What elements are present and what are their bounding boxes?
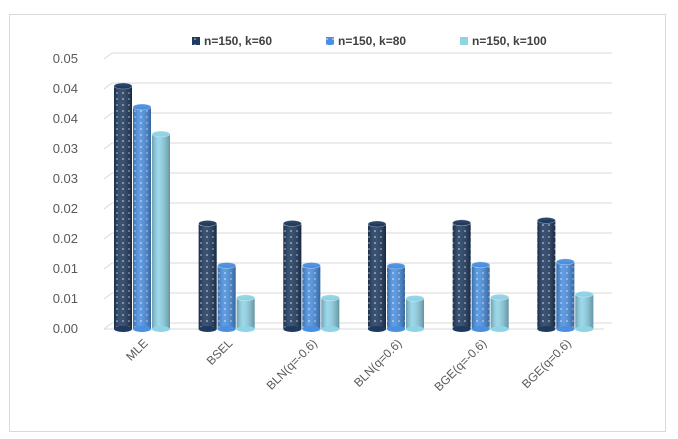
y-tick-label: 0.00 <box>53 321 78 336</box>
y-tick-label: 0.01 <box>53 261 78 276</box>
bar <box>405 295 425 332</box>
gridline-depth <box>103 52 113 60</box>
bar <box>556 258 575 332</box>
y-tick-label: 0.02 <box>53 201 78 216</box>
bar <box>283 220 302 332</box>
y-tick-label: 0.03 <box>53 171 78 186</box>
legend-item: n=150, k=100 <box>460 34 547 48</box>
gridline-depth <box>103 172 113 180</box>
x-tick-label: BGE(q=0.6) <box>519 336 574 391</box>
y-tick-label: 0.02 <box>53 231 78 246</box>
y-tick-label: 0.03 <box>53 141 78 156</box>
x-axis-ticks: MLE BSEL BLN(q=-0.6) BLN(q=0.6) BGE(q=-0.6) B… <box>123 336 574 394</box>
legend-label: n=150, k=80 <box>338 34 406 48</box>
bar <box>386 262 406 332</box>
gridline-depth <box>103 112 113 120</box>
x-tick-label: BGE(q=-0.6) <box>432 336 490 394</box>
gridline-depth <box>103 292 113 300</box>
bar <box>151 130 171 332</box>
x-tick-label: BLN(q=-0.6) <box>264 336 320 392</box>
bar <box>236 294 255 332</box>
bar <box>452 219 471 332</box>
bar <box>302 262 321 332</box>
bar <box>217 262 236 332</box>
gridline-depth <box>103 82 113 90</box>
gridline-depth <box>103 202 113 210</box>
bars <box>113 82 594 332</box>
bar <box>537 217 556 332</box>
bar <box>367 220 387 332</box>
y-tick-label: 0.05 <box>53 51 78 66</box>
legend-item: n=150, k=60 <box>192 34 272 48</box>
bar <box>198 220 217 332</box>
bar <box>575 290 594 332</box>
bar <box>113 82 133 332</box>
legend-label: n=150, k=60 <box>204 34 272 48</box>
y-tick-label: 0.04 <box>53 111 78 126</box>
legend-label: n=150, k=100 <box>472 34 547 48</box>
bar <box>321 294 340 332</box>
bar <box>490 293 509 332</box>
bar <box>132 103 152 332</box>
legend: n=150, k=60 n=150, k=80 n=150, k=100 <box>192 34 547 48</box>
bar <box>471 261 490 332</box>
x-tick-label: MLE <box>123 336 150 363</box>
gridline-depth <box>103 142 113 150</box>
gridline-depth <box>103 262 113 270</box>
x-tick-label: BSEL <box>204 336 236 368</box>
y-tick-label: 0.01 <box>53 291 78 306</box>
x-tick-label: BLN(q=0.6) <box>351 336 405 390</box>
legend-item: n=150, k=80 <box>326 34 406 48</box>
y-axis-ticks: 0.00 0.01 0.01 0.02 0.02 0.03 0.03 0.04 0.04 0.05 <box>53 51 78 336</box>
gridlines <box>103 52 612 330</box>
gridline-depth <box>103 232 113 240</box>
y-tick-label: 0.04 <box>53 81 78 96</box>
gridline-depth <box>103 322 113 330</box>
